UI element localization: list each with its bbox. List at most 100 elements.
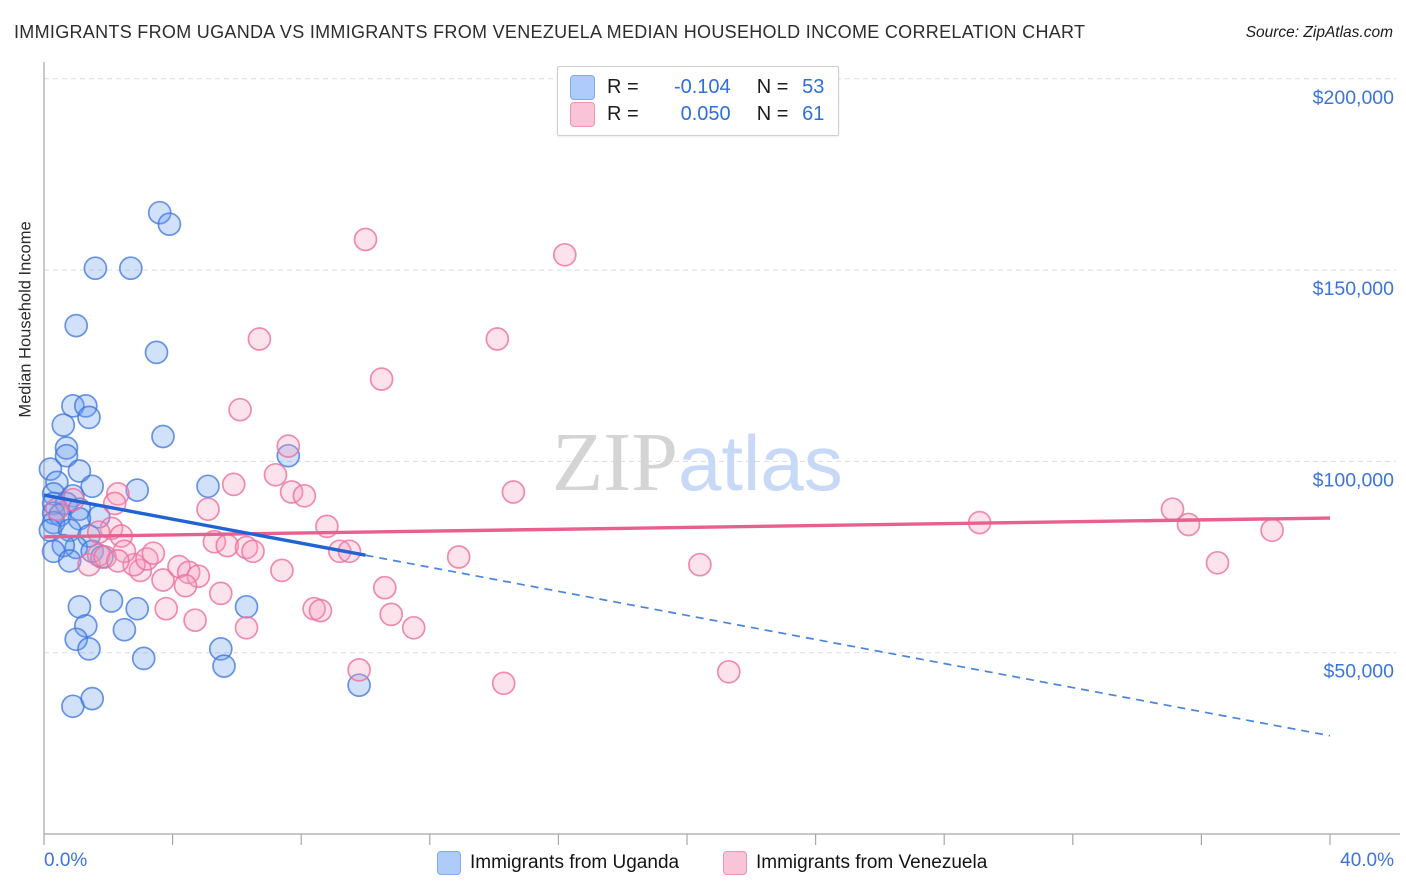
scatter-point-venezuela[interactable] [234,535,259,560]
scatter-point-uganda[interactable] [118,256,143,281]
scatter-point-uganda[interactable] [77,405,101,430]
uganda-legend-swatch-icon [437,851,461,875]
scatter-point-venezuela[interactable] [372,575,397,600]
venezuela-swatch-icon [570,102,595,127]
y-tick-label: $100,000 [1313,469,1394,491]
scatter-point-venezuela[interactable] [202,529,227,554]
scatter-point-uganda[interactable] [234,594,259,619]
scatter-point-uganda[interactable] [83,256,108,281]
scatter-point-uganda[interactable] [77,637,101,661]
scatter-point-venezuela[interactable] [106,549,130,573]
correlation-legend-box: R = -0.104 N = 53 R = 0.050 N = 61 [557,66,840,136]
n-label: N = [756,103,789,125]
scatter-point-venezuela[interactable] [292,483,317,508]
uganda-swatch-icon [570,75,595,100]
x-axis-max-label: 40.0% [1340,850,1394,871]
scatter-point-uganda[interactable] [151,424,175,449]
r-label: R = [607,103,639,125]
scatter-point-venezuela[interactable] [234,615,259,640]
scatter-point-venezuela[interactable] [401,615,426,640]
scatter-point-uganda[interactable] [131,646,156,671]
scatter-point-uganda[interactable] [80,686,105,711]
scatter-point-uganda[interactable] [125,478,150,502]
n-value-uganda: 53 [802,76,825,98]
legend-item-venezuela: Immigrants from Venezuela [723,851,987,875]
venezuela-trend-line [43,516,1331,539]
scatter-point-uganda[interactable] [208,637,233,661]
venezuela-legend-label: Immigrants from Venezuela [756,852,988,873]
scatter-point-venezuela[interactable] [688,552,712,577]
r-value-venezuela: 0.050 [680,103,731,125]
scatter-point-venezuela[interactable] [141,541,166,566]
scatter-point-venezuela[interactable] [186,564,211,589]
scatter-point-venezuela[interactable] [369,367,394,391]
source-attribution: Source: ZipAtlas.com [1245,24,1393,41]
scatter-point-uganda[interactable] [212,654,236,678]
scatter-point-venezuela[interactable] [1205,550,1230,575]
uganda-trend-line-dashed [365,554,1331,737]
zipatlas-watermark: ZIPatlas [552,416,843,509]
scatter-point-venezuela[interactable] [228,397,252,422]
n-label: N = [756,76,789,98]
scatter-point-uganda[interactable] [64,313,89,338]
scatter-point-uganda[interactable] [64,627,89,652]
scatter-point-venezuela[interactable] [353,227,378,252]
scatter-point-venezuela[interactable] [263,462,288,487]
scatter-point-uganda[interactable] [67,459,92,483]
scatter-point-venezuela[interactable] [241,539,265,564]
scatter-point-venezuela[interactable] [276,434,301,458]
scatter-point-uganda[interactable] [61,394,85,418]
scatter-point-venezuela[interactable] [154,596,179,621]
legend-item-uganda: Immigrants from Uganda [437,851,679,875]
y-axis-title: Median Household Income [16,221,35,418]
scatter-point-venezuela[interactable] [1176,512,1201,537]
scatter-point-venezuela[interactable] [221,472,246,497]
scatter-point-venezuela[interactable] [45,497,69,522]
correlation-row-venezuela: R = 0.050 N = 61 [570,101,824,128]
scatter-point-venezuela[interactable] [716,659,741,684]
scatter-point-uganda[interactable] [54,436,79,460]
scatter-point-uganda[interactable] [38,457,63,481]
scatter-point-venezuela[interactable] [446,545,471,569]
scatter-point-venezuela[interactable] [151,568,175,592]
scatter-point-venezuela[interactable] [208,581,233,606]
scatter-point-venezuela[interactable] [1260,518,1284,543]
scatter-point-uganda[interactable] [144,340,169,365]
scatter-point-uganda[interactable] [157,212,182,237]
page-title: IMMIGRANTS FROM UGANDA VS IMMIGRANTS FRO… [14,22,1086,42]
scatter-point-venezuela[interactable] [93,545,117,569]
scatter-point-venezuela[interactable] [501,480,526,504]
scatter-point-venezuela[interactable] [347,658,371,682]
scatter-point-uganda[interactable] [80,474,105,499]
scatter-point-uganda[interactable] [276,443,301,468]
scatter-point-venezuela[interactable] [270,558,294,583]
scatter-point-venezuela[interactable] [196,497,220,522]
y-tick-label: $200,000 [1313,87,1394,109]
scatter-point-uganda[interactable] [51,413,76,437]
uganda-legend-label: Immigrants from Uganda [470,852,680,873]
r-label: R = [607,76,639,98]
scatter-point-venezuela[interactable] [247,327,272,351]
scatter-point-venezuela[interactable] [491,671,516,696]
x-axis-min-label: 0.0% [44,850,88,871]
scatter-point-venezuela[interactable] [183,608,207,633]
scatter-point-uganda[interactable] [196,474,220,499]
scatter-point-uganda[interactable] [73,614,98,638]
scatter-point-venezuela[interactable] [86,520,111,545]
y-tick-label: $50,000 [1324,661,1395,683]
scatter-point-uganda[interactable] [99,589,124,613]
scatter-point-uganda[interactable] [125,596,150,621]
scatter-point-venezuela[interactable] [106,482,130,506]
scatter-point-venezuela[interactable] [379,602,404,627]
scatter-point-venezuela[interactable] [552,242,577,267]
scatter-point-uganda[interactable] [54,443,79,468]
scatter-point-venezuela[interactable] [485,327,510,351]
r-value-uganda: -0.104 [673,76,731,98]
n-value-venezuela: 61 [802,103,825,125]
scatter-point-venezuela[interactable] [308,598,333,623]
scatter-point-uganda[interactable] [112,617,137,642]
scatter-point-venezuela[interactable] [173,573,198,598]
scatter-point-uganda[interactable] [57,549,82,573]
